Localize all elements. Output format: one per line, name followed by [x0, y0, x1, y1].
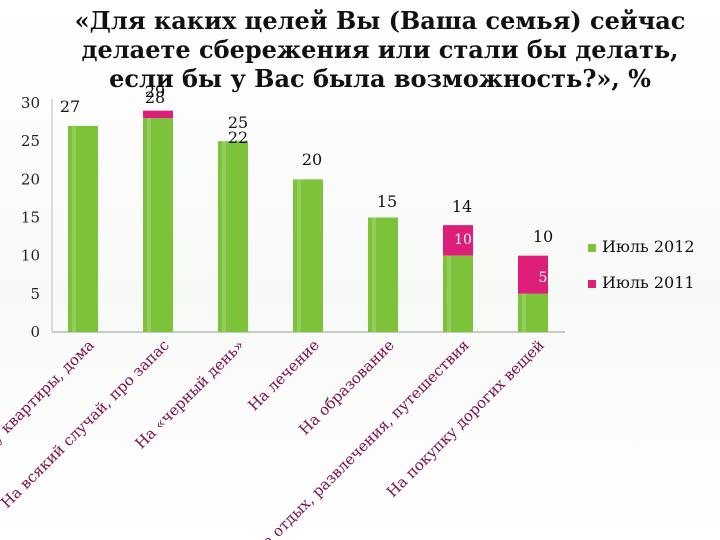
data-label: 5	[539, 270, 548, 286]
data-label: 25	[228, 113, 248, 132]
axes: 0 5 10 15 20 25 30	[21, 94, 565, 341]
bar-highlight	[222, 141, 226, 332]
bar-july-2012	[368, 217, 398, 332]
bar-highlight	[297, 179, 301, 332]
title-line-2: делаете сбережения или стали бы делать,	[81, 35, 679, 64]
bar-highlight	[522, 293, 526, 332]
bars	[68, 110, 548, 333]
y-tick-label: 0	[30, 323, 40, 341]
bar-highlight	[372, 217, 376, 332]
chart-title: «Для каких целей Вы (Ваша семья) сейчас …	[40, 6, 720, 93]
data-label: 28	[145, 88, 165, 107]
data-label: 20	[302, 150, 322, 169]
bar-july-2012	[143, 118, 173, 333]
bar-highlight	[72, 125, 76, 333]
y-tick-label: 30	[21, 94, 40, 112]
y-tick-label: 15	[21, 209, 40, 227]
data-label: 27	[60, 97, 80, 116]
y-tick-label: 5	[30, 285, 40, 303]
bar-highlight	[447, 255, 451, 332]
bar-july-2012	[218, 141, 248, 332]
data-label: 15	[377, 192, 397, 211]
data-label: 29	[145, 82, 165, 101]
bar-july-2012	[293, 179, 323, 332]
bar-highlight	[147, 118, 151, 333]
data-label: 10	[533, 227, 553, 246]
title-line-1: «Для каких целей Вы (Ваша семья) сейчас	[74, 6, 686, 35]
y-tick-label: 25	[21, 132, 40, 150]
bar-july-2012	[518, 293, 548, 332]
data-label: 10	[454, 232, 472, 248]
legend-swatch	[588, 244, 596, 252]
category-label: На лечение	[244, 336, 322, 414]
bar-july-2011	[143, 110, 173, 119]
legend-label: Июль 2011	[602, 273, 695, 292]
title-line-3: если бы у Вас была возможность?», %	[109, 64, 651, 93]
bar-july-2012	[443, 255, 473, 332]
bar-july-2011	[443, 225, 473, 256]
category-label: На покупку дорогих вещей	[383, 336, 548, 501]
data-label: 14	[452, 197, 472, 216]
y-tick-label: 10	[21, 247, 40, 265]
legend: Июль 2012 Июль 2011	[588, 237, 695, 292]
y-tick-label: 20	[21, 170, 40, 188]
bar-july-2011	[518, 255, 548, 294]
legend-label: Июль 2012	[602, 237, 695, 256]
data-label: 22	[228, 128, 248, 147]
bar-july-2012	[68, 125, 98, 333]
legend-swatch	[588, 280, 596, 288]
